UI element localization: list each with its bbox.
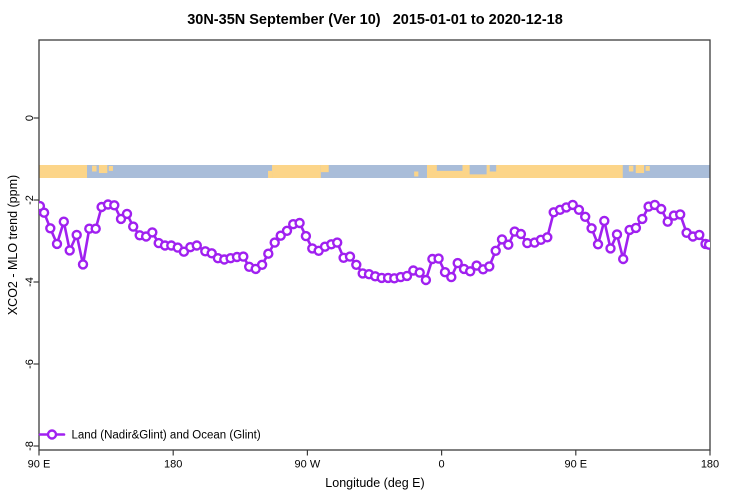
legend-label: Land (Nadir&Glint) and Ocean (Glint) xyxy=(72,430,261,442)
y-tick-label: -2 xyxy=(24,195,36,205)
data-point-marker xyxy=(401,270,413,282)
map-ocean-patch xyxy=(469,165,487,175)
data-point-marker xyxy=(542,232,553,243)
map-land-patch xyxy=(98,165,108,174)
data-point-marker xyxy=(573,204,585,216)
data-point-marker xyxy=(662,216,673,227)
legend-marker-sample xyxy=(46,429,58,440)
data-point-marker xyxy=(490,245,501,257)
x-axis-label: Longitude (deg E) xyxy=(325,476,425,490)
series-polyline xyxy=(39,203,710,282)
map-land xyxy=(39,165,88,178)
map-land-patch xyxy=(108,166,113,171)
data-point-marker xyxy=(433,253,444,264)
data-point-marker xyxy=(90,223,101,234)
data-point-marker xyxy=(630,222,642,234)
xco2-series xyxy=(39,199,710,286)
data-point-marker xyxy=(269,237,280,248)
data-point-marker xyxy=(446,271,457,283)
data-point-marker xyxy=(344,251,356,262)
data-point-marker xyxy=(77,259,89,270)
data-point-marker xyxy=(109,200,120,211)
data-point-marker xyxy=(503,239,514,250)
data-point-marker xyxy=(694,229,705,241)
data-point-marker xyxy=(586,223,597,234)
data-point-marker xyxy=(147,227,158,238)
map-ocean-patch xyxy=(489,165,497,172)
x-tick-label: 0 xyxy=(439,459,445,471)
y-tick-label: 0 xyxy=(24,115,36,121)
data-point-marker xyxy=(675,209,686,220)
map-land-patch xyxy=(414,171,419,177)
data-point-marker xyxy=(637,213,648,225)
data-point-marker xyxy=(656,203,667,215)
data-point-marker xyxy=(58,216,69,227)
map-land-patch xyxy=(92,165,97,172)
data-point-marker xyxy=(256,259,268,270)
data-point-marker xyxy=(263,248,274,259)
data-point-marker xyxy=(64,245,75,256)
data-point-marker xyxy=(281,225,293,237)
data-point-marker xyxy=(51,238,63,250)
map-land-patch xyxy=(645,166,650,171)
data-point-marker xyxy=(414,267,425,278)
map-land-patch xyxy=(320,165,329,173)
data-point-marker xyxy=(703,239,710,250)
data-point-marker xyxy=(420,274,432,286)
data-point-marker xyxy=(465,266,476,277)
y-tick-label: -4 xyxy=(24,277,36,287)
axes: 90 E 180 90 W 0 90 E 180 0 -2 -4 -6 -8 xyxy=(24,115,719,471)
y-tick-label: -6 xyxy=(24,359,36,369)
data-point-marker xyxy=(496,234,508,245)
data-point-marker xyxy=(605,243,616,254)
x-tick-label: 90 E xyxy=(564,459,587,471)
data-point-marker xyxy=(300,230,312,242)
data-point-marker xyxy=(484,261,495,272)
x-tick-label: 90 E xyxy=(28,459,51,471)
map-land xyxy=(272,165,321,178)
data-point-marker xyxy=(294,217,305,229)
legend: Land (Nadir&Glint) and Ocean (Glint) xyxy=(38,429,261,442)
data-point-marker xyxy=(580,211,591,223)
map-land-patch xyxy=(268,170,273,178)
data-point-marker xyxy=(618,253,629,265)
x-tick-label: 90 W xyxy=(295,459,321,471)
y-axis-label: XCO2 - MLO trend (ppm) xyxy=(6,174,20,316)
data-point-marker xyxy=(39,207,50,218)
data-point-marker xyxy=(191,240,203,251)
data-point-marker xyxy=(121,208,133,220)
map-ocean-patch xyxy=(436,165,463,171)
data-point-marker xyxy=(71,229,82,241)
data-point-marker xyxy=(45,223,56,234)
data-point-marker xyxy=(515,228,527,240)
data-point-marker xyxy=(127,221,139,232)
map-land-patch xyxy=(635,165,645,174)
chart-title: 30N-35N September (Ver 10) 2015-01-01 to… xyxy=(187,12,563,28)
y-tick-label: -8 xyxy=(24,441,36,451)
data-point-marker xyxy=(599,215,610,227)
data-point-marker xyxy=(611,229,623,240)
map-strip xyxy=(39,165,710,178)
data-point-marker xyxy=(351,259,362,270)
x-tick-label: 180 xyxy=(701,459,719,471)
data-point-marker xyxy=(238,251,249,262)
data-point-marker xyxy=(332,237,343,248)
map-land-patch xyxy=(628,165,634,172)
data-point-marker xyxy=(592,239,604,250)
x-tick-label: 180 xyxy=(164,459,182,471)
data-point-marker xyxy=(452,257,463,269)
